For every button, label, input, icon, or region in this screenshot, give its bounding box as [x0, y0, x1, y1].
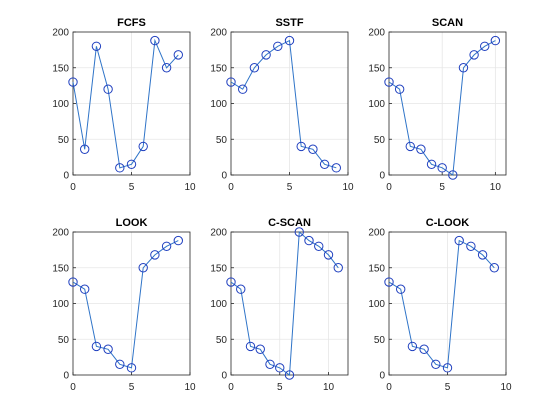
- x-tick-label: 5: [439, 182, 445, 193]
- y-tick-label: 150: [52, 63, 69, 74]
- y-tick-label: 100: [368, 299, 385, 310]
- y-tick-label: 0: [379, 171, 385, 182]
- y-tick-label: 0: [63, 371, 69, 382]
- plot-title: SSTF: [275, 17, 303, 29]
- y-tick-label: 50: [58, 135, 70, 146]
- y-tick-label: 0: [63, 171, 69, 182]
- x-tick-label: 10: [184, 382, 196, 393]
- y-tick-label: 100: [52, 99, 69, 110]
- x-tick-label: 0: [386, 382, 392, 393]
- y-tick-label: 200: [210, 28, 227, 39]
- x-tick-label: 0: [386, 182, 392, 193]
- y-tick-label: 100: [210, 299, 227, 310]
- x-tick-label: 5: [129, 182, 135, 193]
- subplot-look: 0 5 10050100150200LOOK: [52, 217, 196, 393]
- y-tick-label: 50: [58, 335, 70, 346]
- plot-title: LOOK: [116, 217, 148, 229]
- x-tick-label: 0: [70, 182, 76, 193]
- x-tick-label: 5: [277, 382, 283, 393]
- plot-title: FCFS: [117, 17, 146, 29]
- y-tick-label: 0: [379, 371, 385, 382]
- x-tick-label: 10: [342, 182, 354, 193]
- x-tick-label: 10: [323, 382, 335, 393]
- y-tick-label: 50: [374, 135, 386, 146]
- y-tick-label: 200: [52, 228, 69, 239]
- y-tick-label: 0: [221, 371, 227, 382]
- x-tick-label: 10: [184, 182, 196, 193]
- x-tick-label: 10: [490, 182, 502, 193]
- x-tick-label: 5: [445, 382, 451, 393]
- y-tick-label: 200: [368, 28, 385, 39]
- y-tick-label: 150: [368, 263, 385, 274]
- plot-title: C-SCAN: [268, 217, 311, 229]
- y-tick-label: 0: [221, 171, 227, 182]
- y-tick-label: 200: [210, 228, 227, 239]
- y-tick-label: 150: [210, 263, 227, 274]
- y-tick-label: 50: [216, 335, 228, 346]
- subplot-c-look: 0 5 10050100150200C-LOOK: [368, 217, 512, 393]
- x-tick-label: 0: [228, 382, 234, 393]
- y-tick-label: 50: [374, 335, 386, 346]
- y-tick-label: 150: [52, 263, 69, 274]
- y-tick-label: 200: [52, 28, 69, 39]
- y-tick-label: 100: [368, 99, 385, 110]
- y-tick-label: 50: [216, 135, 228, 146]
- x-tick-label: 5: [129, 382, 135, 393]
- plot-title: C-LOOK: [426, 217, 469, 229]
- y-tick-label: 150: [210, 63, 227, 74]
- x-tick-label: 10: [500, 382, 512, 393]
- y-tick-label: 100: [210, 99, 227, 110]
- y-tick-label: 150: [368, 63, 385, 74]
- y-tick-label: 200: [368, 228, 385, 239]
- x-tick-label: 5: [287, 182, 293, 193]
- y-tick-label: 100: [52, 299, 69, 310]
- x-tick-label: 0: [228, 182, 234, 193]
- plot-title: SCAN: [432, 17, 463, 29]
- x-tick-label: 0: [70, 382, 76, 393]
